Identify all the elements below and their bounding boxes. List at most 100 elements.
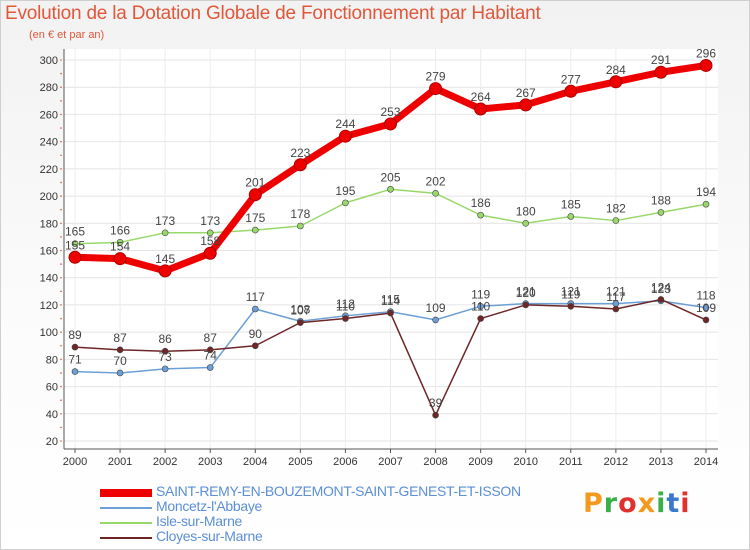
y-minor-tick bbox=[60, 263, 62, 265]
series-2-data-label: 175 bbox=[245, 211, 265, 225]
series-3-point bbox=[522, 301, 530, 309]
series-2-point bbox=[297, 222, 304, 230]
series-0-point bbox=[384, 117, 397, 131]
series-3-data-label: 120 bbox=[516, 286, 536, 300]
y-tick-label: 20 bbox=[46, 436, 58, 448]
legend-swatch bbox=[100, 489, 152, 497]
series-2-point bbox=[206, 229, 214, 237]
x-tick-label: 2009 bbox=[468, 456, 492, 468]
y-minor-tick bbox=[60, 86, 62, 89]
series-0-point bbox=[609, 75, 623, 89]
series-1-point bbox=[206, 364, 214, 371]
y-tick-label: 300 bbox=[40, 55, 58, 67]
series-3-data-label: 87 bbox=[204, 331, 218, 345]
series-1-data-label: 108 bbox=[290, 302, 310, 316]
series-0-data-label: 223 bbox=[290, 146, 310, 160]
series-0-point bbox=[293, 158, 307, 172]
series-0-data-label: 291 bbox=[651, 53, 671, 67]
y-tick-label: 180 bbox=[40, 218, 58, 230]
series-3-data-label: 117 bbox=[606, 290, 625, 304]
y-tick-label: 200 bbox=[40, 191, 58, 203]
series-0-data-label: 253 bbox=[380, 105, 400, 119]
series-0-data-label: 154 bbox=[110, 240, 130, 254]
series-3-point bbox=[612, 305, 620, 313]
series-2-data-label: 195 bbox=[335, 184, 355, 198]
series-2-point bbox=[567, 213, 575, 220]
y-minor-tick bbox=[60, 399, 62, 401]
series-1-point bbox=[71, 368, 79, 375]
series-3-point bbox=[161, 347, 169, 355]
series-0-point bbox=[474, 102, 488, 116]
x-tick-label: 2006 bbox=[333, 456, 357, 468]
series-3-data-label: 119 bbox=[561, 287, 580, 301]
series-1-data-label: 73 bbox=[158, 350, 172, 364]
legend-label: Isle-sur-Marne bbox=[156, 513, 243, 529]
y-minor-tick bbox=[60, 100, 62, 102]
series-0-point bbox=[113, 252, 127, 266]
series-1-data-label: 121 bbox=[606, 285, 626, 299]
series-1-data-label: 118 bbox=[696, 289, 715, 303]
series-2-point bbox=[657, 209, 665, 216]
series-1-point bbox=[116, 369, 124, 377]
series-0-data-label: 201 bbox=[245, 176, 265, 190]
legend-swatch bbox=[100, 537, 152, 539]
series-2-data-label: 202 bbox=[426, 174, 446, 188]
series-3-point bbox=[342, 315, 349, 322]
series-2-data-label: 186 bbox=[471, 196, 491, 210]
y-tick-label: 60 bbox=[46, 382, 58, 394]
y-minor-tick bbox=[60, 412, 62, 415]
series-2-point bbox=[116, 239, 124, 246]
y-minor-tick bbox=[60, 195, 62, 197]
series-1-data-label: 70 bbox=[113, 354, 127, 368]
y-minor-tick bbox=[60, 249, 62, 252]
series-2-point bbox=[387, 185, 394, 193]
series-0-point bbox=[699, 58, 713, 72]
proxiti-logo: Proxiti bbox=[583, 488, 691, 519]
series-0-point bbox=[519, 98, 533, 112]
x-tick-label: 2005 bbox=[288, 456, 312, 468]
series-1-point bbox=[477, 302, 484, 310]
series-3-data-label: 87 bbox=[113, 331, 127, 345]
y-tick-label: 260 bbox=[40, 109, 58, 121]
y-minor-tick bbox=[60, 290, 62, 293]
legend-label: Cloyes-sur-Marne bbox=[156, 528, 263, 544]
y-minor-tick bbox=[60, 222, 62, 225]
x-tick-label: 2004 bbox=[243, 456, 267, 468]
series-1-data-label: 115 bbox=[381, 293, 400, 307]
series-3-data-label: 109 bbox=[696, 301, 716, 315]
y-tick-label: 240 bbox=[40, 137, 58, 149]
series-2-point bbox=[522, 219, 530, 227]
logo-letter: o bbox=[618, 488, 638, 519]
series-3-point bbox=[387, 309, 394, 317]
series-0-point bbox=[248, 188, 262, 202]
x-tick-label: 2001 bbox=[108, 456, 132, 468]
series-3-point bbox=[657, 296, 665, 303]
series-0-data-label: 296 bbox=[696, 46, 716, 60]
series-1-point bbox=[161, 365, 169, 373]
series-0-data-label: 279 bbox=[426, 70, 446, 84]
x-tick-label: 2014 bbox=[694, 456, 718, 468]
series-1-data-label: 123 bbox=[651, 282, 671, 296]
series-2-data-label: 188 bbox=[651, 193, 671, 207]
series-0-data-label: 267 bbox=[516, 86, 536, 100]
series-1-data-label: 117 bbox=[246, 290, 265, 304]
series-1-data-label: 121 bbox=[561, 285, 581, 299]
series-2-point bbox=[477, 211, 484, 219]
y-minor-tick bbox=[60, 72, 62, 75]
y-minor-tick bbox=[60, 127, 62, 129]
y-minor-tick bbox=[60, 276, 62, 279]
y-tick-label: 40 bbox=[46, 409, 58, 421]
logo-letter: t bbox=[666, 488, 681, 519]
logo-letter: r bbox=[603, 488, 619, 519]
series-3-point bbox=[432, 411, 439, 419]
y-minor-tick bbox=[60, 358, 62, 361]
series-0-point bbox=[68, 250, 82, 264]
series-2-data-label: 194 bbox=[696, 185, 716, 199]
y-tick-label: 140 bbox=[40, 273, 58, 285]
series-0-point bbox=[338, 129, 352, 143]
series-2-data-label: 166 bbox=[110, 223, 130, 237]
y-minor-tick bbox=[60, 385, 62, 388]
series-2-point bbox=[71, 240, 79, 247]
series-3-data-label: 107 bbox=[290, 304, 310, 318]
